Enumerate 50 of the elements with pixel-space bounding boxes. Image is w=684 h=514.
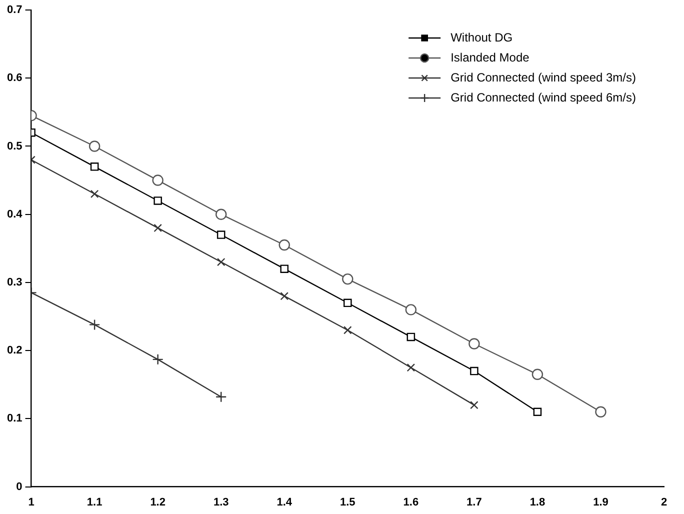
point	[533, 408, 542, 416]
legend-label: Grid Connected (wind speed 3m/s)	[450, 70, 636, 84]
point	[406, 363, 416, 372]
y-tick-label: 0.7	[6, 4, 22, 16]
point	[154, 224, 162, 232]
point	[344, 326, 352, 334]
y-tick-label: 0.3	[6, 276, 22, 288]
x-tick-label: 1	[28, 496, 34, 508]
point	[342, 273, 354, 285]
point	[470, 366, 478, 376]
y-tick-label: 0.6	[6, 72, 22, 84]
point	[406, 332, 416, 342]
x-tick-label: 1.4	[276, 496, 293, 508]
x-tick-label: 1.7	[466, 496, 482, 508]
point	[154, 196, 162, 205]
point	[470, 400, 478, 410]
point	[344, 298, 352, 308]
y-tick-label: 0.1	[6, 412, 22, 425]
x-tick-label: 1.2	[150, 496, 166, 508]
point	[152, 174, 164, 186]
y-tick-label: 0.2	[6, 344, 22, 357]
point	[88, 319, 100, 330]
point	[595, 406, 606, 418]
point	[280, 292, 289, 300]
x-tick-label: 1.1	[86, 496, 102, 508]
legend-label: Islanded Mode	[450, 50, 530, 64]
point	[280, 264, 289, 273]
point	[216, 208, 227, 220]
x-tick-label: 1.6	[403, 496, 419, 508]
point	[405, 304, 417, 316]
point	[216, 391, 227, 402]
point	[468, 338, 480, 350]
legend-label: Without DG	[450, 30, 513, 44]
y-tick-label: 0.4	[6, 208, 24, 220]
x-tick-label: 1.5	[340, 496, 356, 508]
point	[532, 368, 544, 380]
x-tick-label: 1.3	[213, 496, 229, 508]
x-tick-label: 2	[660, 496, 668, 508]
y-tick-label: 0	[16, 480, 22, 493]
legend-label: Grid Connected (wind speed 6m/s)	[450, 90, 636, 104]
x-tick-label: 1.9	[593, 496, 608, 508]
point	[90, 190, 99, 198]
x-tick-label: 1.8	[530, 496, 546, 508]
point	[216, 258, 226, 266]
point	[216, 230, 226, 239]
y-tick-label: 0.5	[6, 140, 22, 152]
point	[90, 162, 99, 171]
point	[152, 354, 164, 366]
point	[88, 140, 100, 152]
point	[278, 239, 290, 251]
